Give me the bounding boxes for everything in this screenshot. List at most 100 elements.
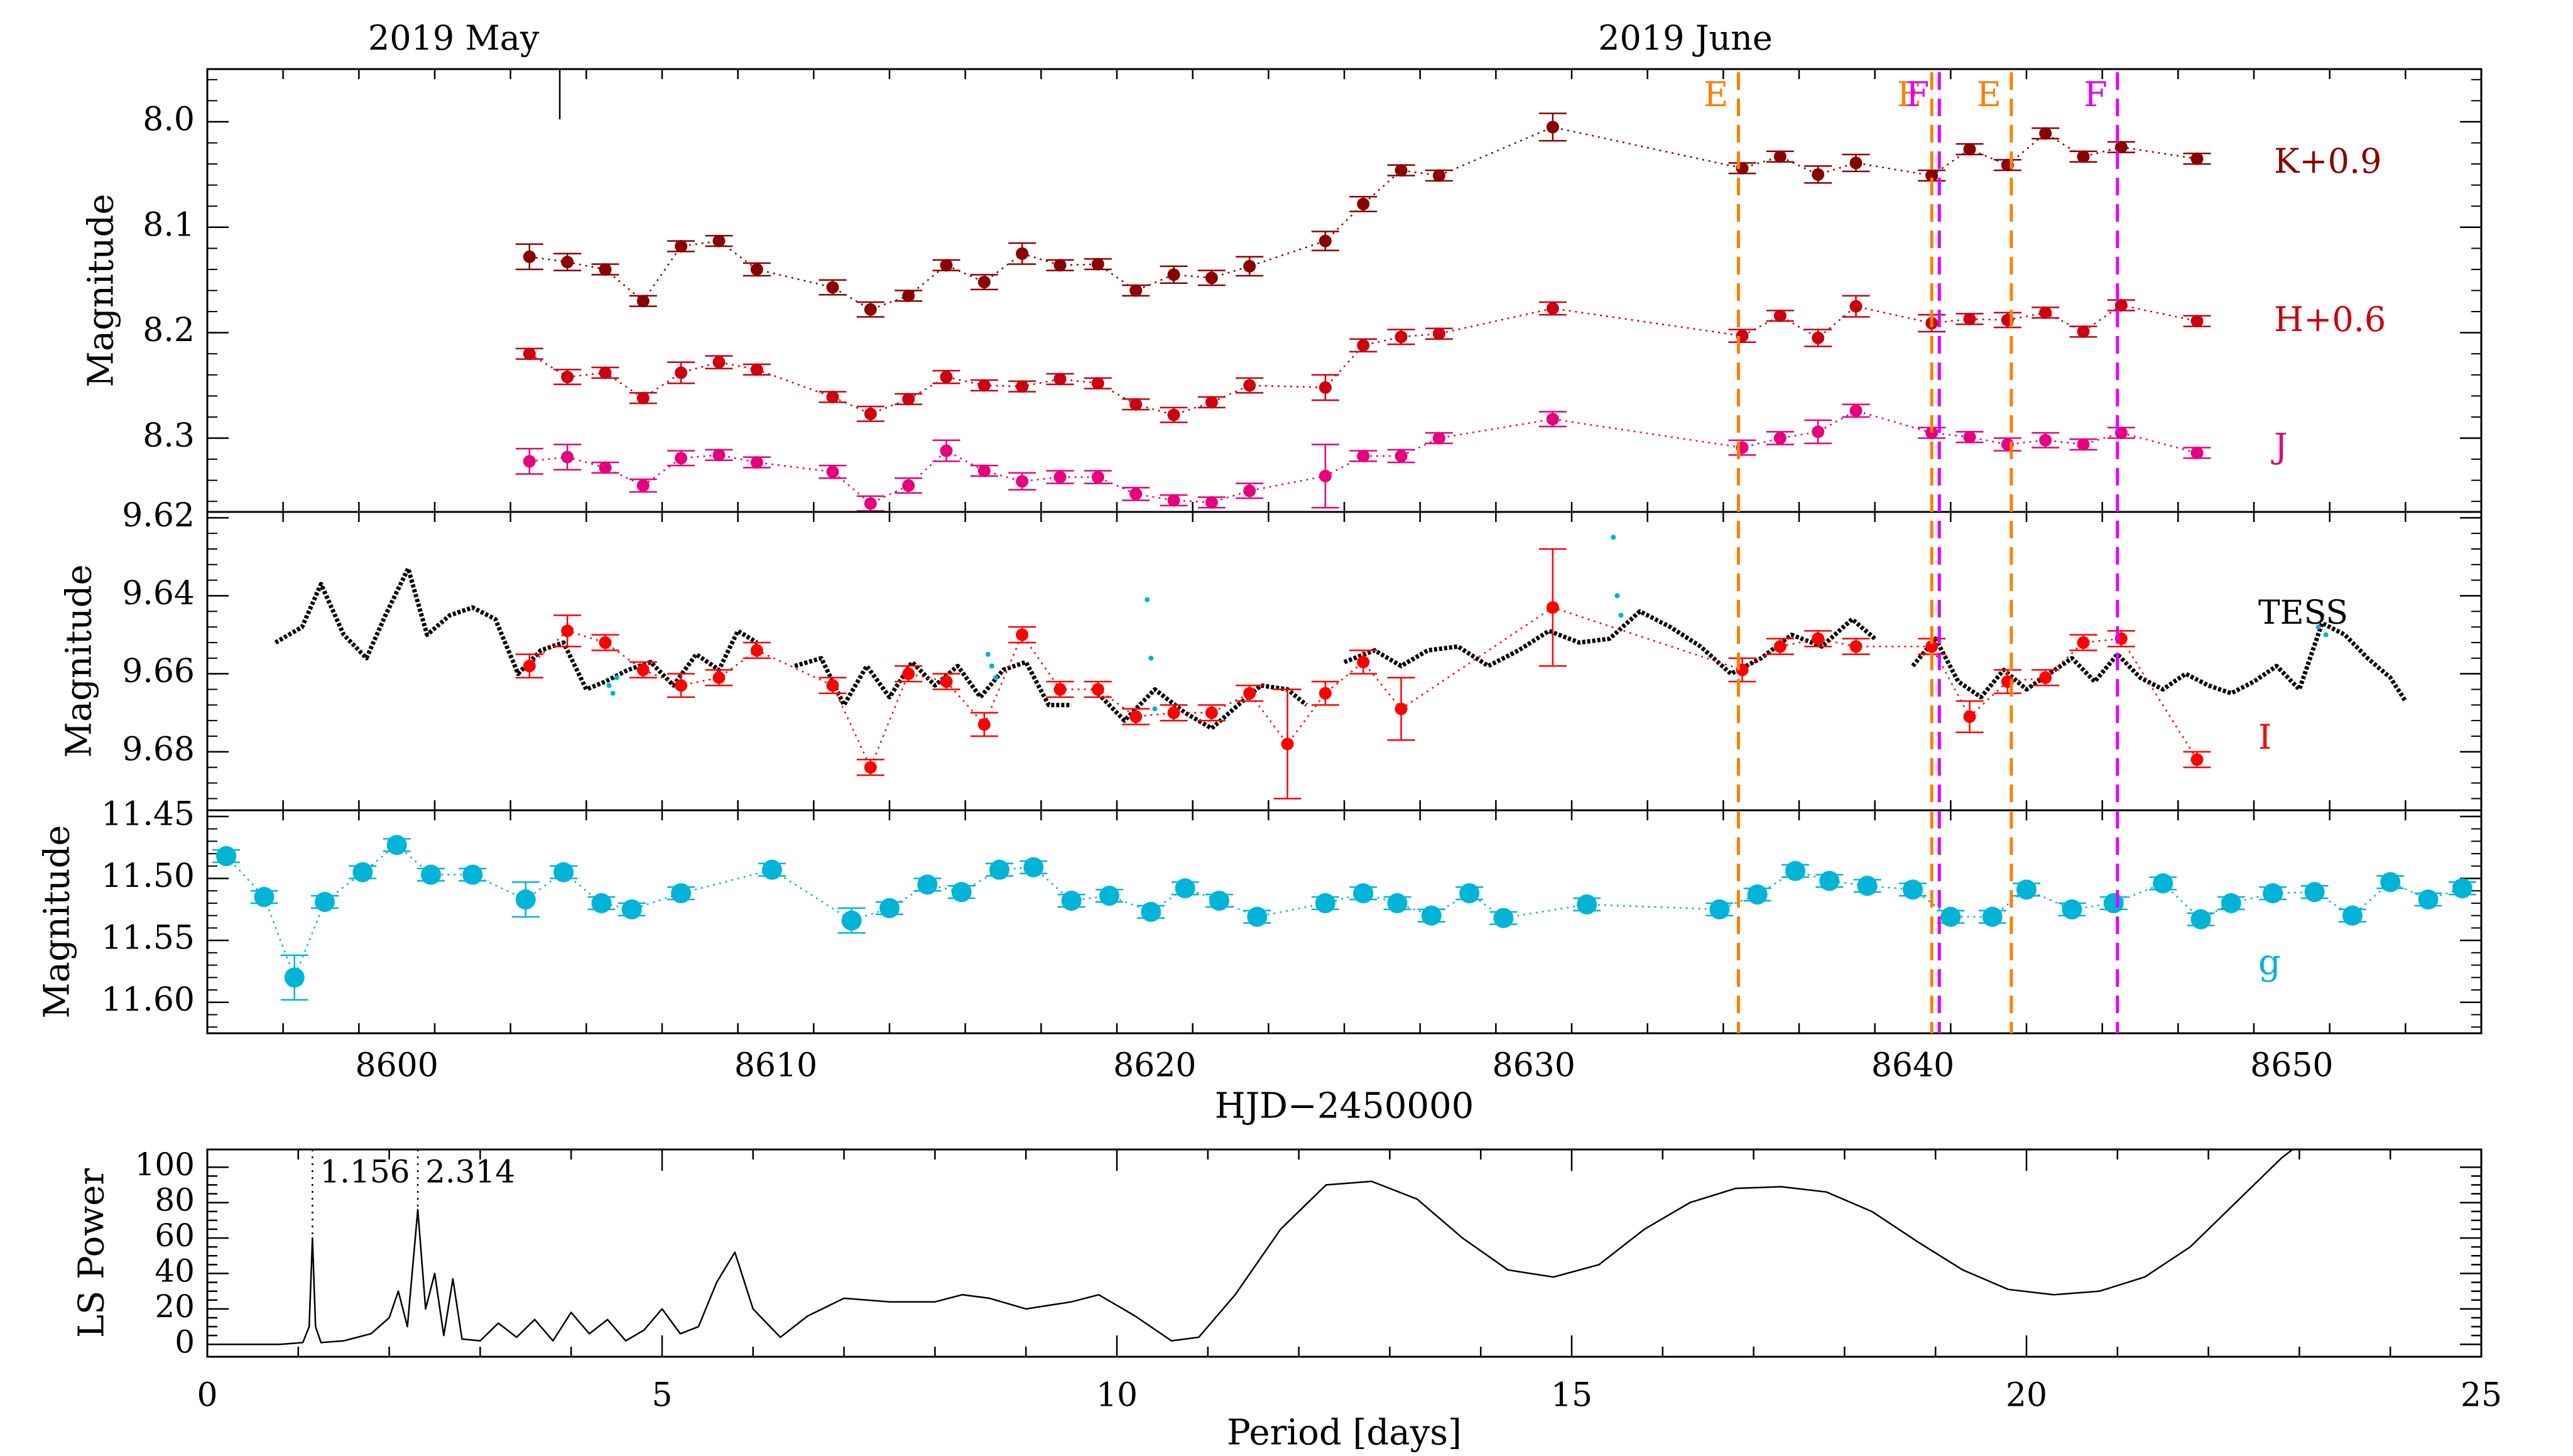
tess-cyan-point <box>2319 612 2325 618</box>
data-point <box>879 898 900 918</box>
panel-jhk-frame <box>206 68 2483 513</box>
data-point <box>1747 884 1768 905</box>
data-point <box>917 874 938 895</box>
data-point <box>841 910 862 931</box>
data-point <box>1141 901 1161 922</box>
data-point <box>599 636 612 649</box>
x-tick-label: 10 <box>1096 1377 1138 1415</box>
data-point <box>1432 432 1445 445</box>
data-point <box>515 889 536 910</box>
x-tick-label: 20 <box>2006 1377 2047 1415</box>
data-point <box>2039 433 2052 447</box>
data-point <box>1773 150 1787 163</box>
data-point <box>1205 396 1218 409</box>
data-point <box>1167 494 1180 507</box>
data-point <box>1129 710 1143 723</box>
data-point <box>1773 432 1787 445</box>
data-point <box>1395 702 1408 715</box>
y-tick-label: 100 <box>135 1146 195 1183</box>
data-point <box>2039 127 2052 140</box>
data-point <box>1053 372 1067 386</box>
data-point <box>1016 380 1029 393</box>
data-point <box>951 882 972 903</box>
x-tick-label: 5 <box>651 1377 672 1415</box>
tess-cyan-point <box>1145 597 1150 602</box>
panel-g-frame <box>206 809 2483 1035</box>
data-point <box>2077 325 2090 338</box>
data-point <box>599 366 612 379</box>
data-point <box>977 718 991 731</box>
data-point <box>675 679 688 692</box>
data-point <box>561 450 574 464</box>
y-tick-label: 9.64 <box>122 575 195 612</box>
data-point <box>1849 300 1863 313</box>
data-point <box>561 624 574 638</box>
data-point <box>864 497 877 510</box>
data-point <box>386 835 407 856</box>
y-tick-label: 80 <box>155 1182 195 1219</box>
data-point <box>902 667 915 680</box>
data-point <box>2190 753 2204 766</box>
data-point <box>1387 893 1408 913</box>
data-point <box>1773 309 1787 322</box>
data-point <box>940 259 953 272</box>
data-point <box>2114 141 2128 154</box>
series-line <box>529 126 2197 311</box>
series-g <box>212 835 2476 1001</box>
series-line <box>529 304 2197 416</box>
tess-segment <box>1096 683 1308 731</box>
tess-cyan-point <box>1618 612 1624 618</box>
data-point <box>2190 447 2204 459</box>
data-point <box>2103 893 2124 913</box>
data-point <box>977 379 991 392</box>
data-point <box>1053 259 1067 272</box>
series-label-J: J <box>2271 426 2288 465</box>
tess-cyan-point <box>985 651 991 657</box>
y-tick-label: 11.45 <box>101 795 195 833</box>
data-point <box>761 859 782 880</box>
data-point <box>712 356 726 369</box>
data-point <box>712 448 726 462</box>
data-point <box>1053 470 1067 484</box>
ls-xlabel: Period [days] <box>1227 1413 1462 1453</box>
y-tick-label: 8.1 <box>143 206 195 244</box>
data-point <box>2190 315 2204 328</box>
data-point <box>1963 430 1976 443</box>
panel-i-ylabel: Magnitude <box>59 564 100 758</box>
data-point <box>1785 861 1805 881</box>
data-point <box>254 887 275 908</box>
data-point <box>599 461 612 474</box>
data-point <box>1167 408 1180 421</box>
tess-segment <box>274 566 758 692</box>
data-point <box>1459 883 1480 904</box>
panel-jhk-ylabel: Magnitude <box>81 193 122 387</box>
panel-jhk-xticks <box>206 69 2483 512</box>
y-tick-label: 8.3 <box>143 417 195 455</box>
data-point <box>1432 169 1445 182</box>
data-point <box>2452 878 2472 899</box>
y-tick-label: 9.62 <box>122 497 195 535</box>
data-point <box>675 240 688 253</box>
data-point <box>1812 332 1825 345</box>
data-point <box>826 281 839 294</box>
data-point <box>1819 871 1840 891</box>
data-point <box>523 455 536 468</box>
data-point <box>1849 404 1863 417</box>
series-label-H: H+0.6 <box>2274 300 2386 339</box>
data-point <box>750 363 763 376</box>
data-point <box>1353 883 1374 904</box>
data-point <box>1023 857 1044 877</box>
tess-segment <box>1343 609 1876 676</box>
tess-cyan-point <box>2323 632 2329 638</box>
data-point <box>1247 906 1268 927</box>
tess-cyan-point <box>1152 706 1158 712</box>
data-point <box>1812 632 1825 645</box>
data-point <box>1395 164 1408 177</box>
data-point <box>940 675 953 688</box>
panel-ls-frame <box>206 1148 2483 1358</box>
ls-curve <box>207 1149 2294 1345</box>
data-point <box>636 295 650 308</box>
data-point <box>750 644 763 657</box>
x-tick-label: 8620 <box>1113 1047 1196 1085</box>
data-point <box>1903 879 1923 900</box>
